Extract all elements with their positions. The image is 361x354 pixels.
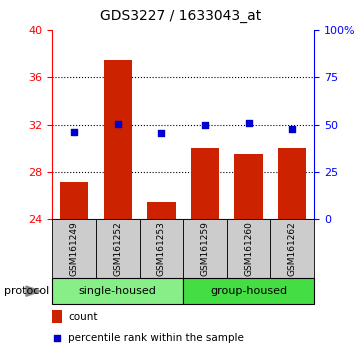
Bar (227, 219, 270, 278)
Text: GSM161252: GSM161252 (113, 221, 122, 276)
Bar (191, 148, 219, 219)
Text: GSM161253: GSM161253 (157, 221, 166, 276)
Bar (140, 219, 183, 278)
Text: GSM161249: GSM161249 (70, 221, 79, 276)
Text: count: count (68, 312, 97, 322)
Text: GSM161260: GSM161260 (244, 221, 253, 276)
Text: single-housed: single-housed (79, 286, 157, 296)
Point (54, 335, 60, 341)
Bar (147, 202, 175, 219)
Bar (52, 219, 96, 278)
Bar (96, 219, 140, 278)
Bar (234, 154, 263, 219)
Bar (183, 219, 227, 278)
Bar (278, 148, 306, 219)
Text: GDS3227 / 1633043_at: GDS3227 / 1633043_at (100, 9, 261, 23)
Text: GSM161259: GSM161259 (200, 221, 209, 276)
Bar (52, 278, 183, 304)
Point (71, 130, 77, 135)
Bar (183, 278, 314, 304)
Point (158, 131, 164, 136)
Bar (60, 182, 88, 219)
Point (246, 120, 252, 126)
Text: protocol: protocol (4, 286, 49, 296)
Bar (104, 60, 132, 219)
Bar (52, 310, 61, 323)
Text: percentile rank within the sample: percentile rank within the sample (68, 333, 244, 343)
Polygon shape (26, 286, 41, 296)
Text: GSM161262: GSM161262 (288, 221, 297, 276)
Point (202, 122, 208, 127)
Bar (270, 219, 314, 278)
Point (115, 121, 121, 127)
Text: group-housed: group-housed (210, 286, 287, 296)
Point (290, 126, 295, 131)
